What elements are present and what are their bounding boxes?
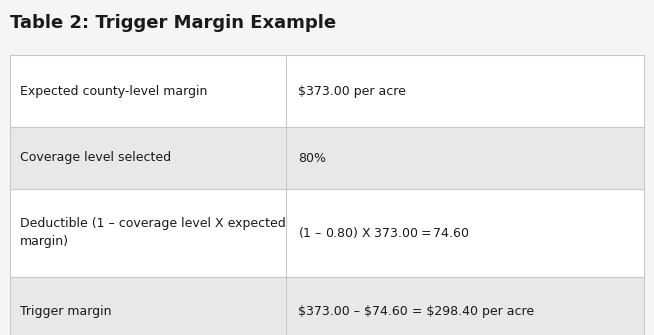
Text: Table 2: Trigger Margin Example: Table 2: Trigger Margin Example: [10, 14, 336, 32]
Text: Trigger margin: Trigger margin: [20, 305, 111, 318]
Text: (1 – 0.80) X $373.00 = $74.60: (1 – 0.80) X $373.00 = $74.60: [298, 225, 470, 241]
Bar: [10, 55, 644, 127]
Text: Deductible (1 – coverage level X expected
margin): Deductible (1 – coverage level X expecte…: [20, 217, 286, 249]
Bar: [10, 127, 644, 189]
Text: $373.00 per acre: $373.00 per acre: [298, 84, 405, 97]
Bar: [10, 189, 644, 277]
Text: Coverage level selected: Coverage level selected: [20, 151, 171, 164]
Bar: [10, 55, 644, 335]
Text: $373.00 – $74.60 = $298.40 per acre: $373.00 – $74.60 = $298.40 per acre: [298, 305, 534, 318]
Text: 80%: 80%: [298, 151, 326, 164]
Bar: [10, 277, 644, 335]
Text: Expected county-level margin: Expected county-level margin: [20, 84, 207, 97]
